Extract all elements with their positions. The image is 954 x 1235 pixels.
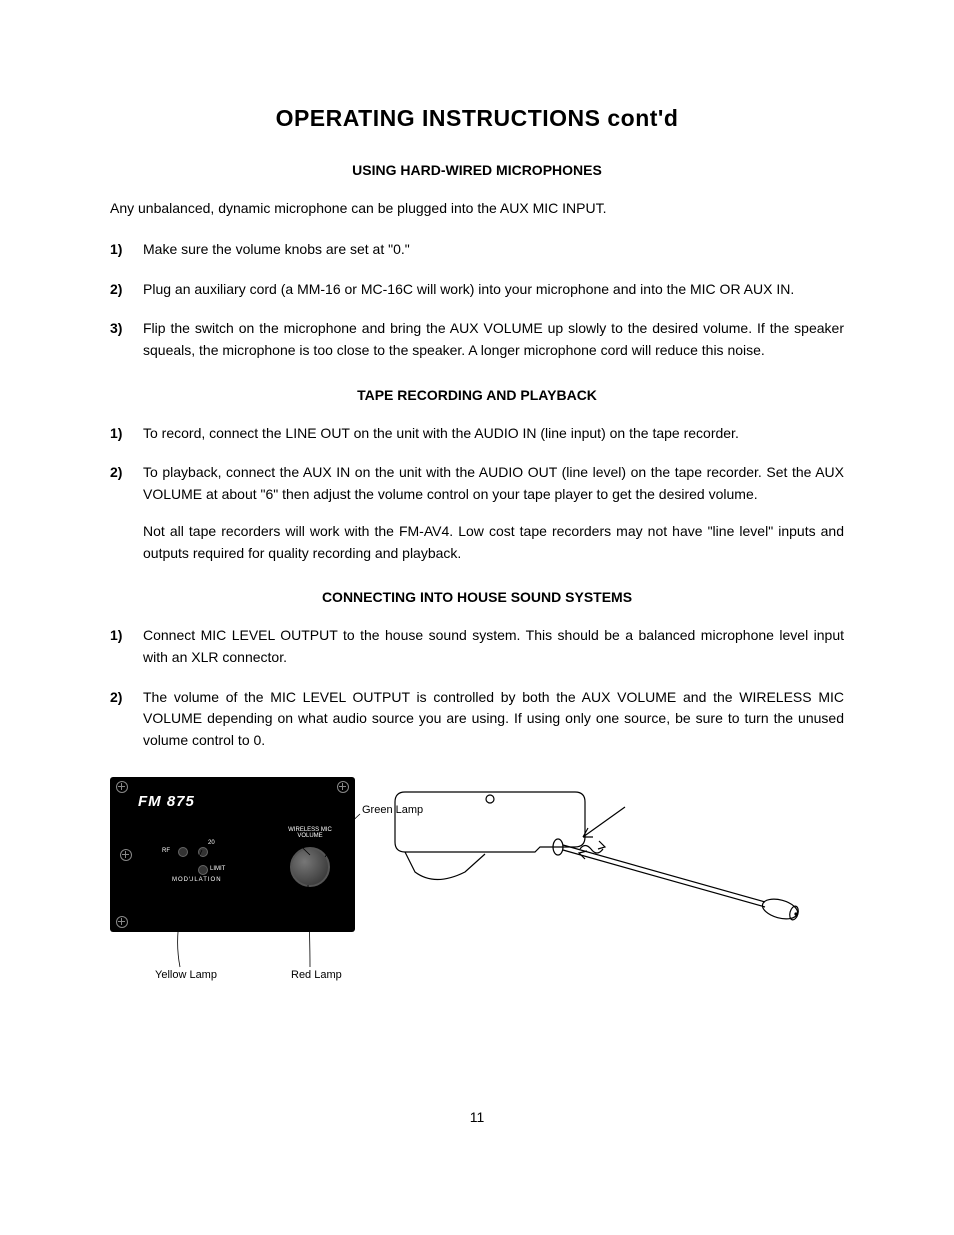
list-item: 2)Plug an auxiliary cord (a MM-16 or MC-… — [110, 279, 844, 301]
receiver-panel-group: FM 875 WIRELESS MIC VOLUME RF 20 LIMIT M… — [110, 777, 355, 952]
list-item: 2) To playback, connect the AUX IN on th… — [110, 462, 844, 564]
list-item: 1)Connect MIC LEVEL OUTPUT to the house … — [110, 625, 844, 668]
section-heading-house: CONNECTING INTO HOUSE SOUND SYSTEMS — [110, 589, 844, 605]
callout-red: Red Lamp — [291, 969, 342, 981]
led-icon — [198, 865, 208, 875]
model-label: FM 875 — [138, 793, 195, 810]
item-text: Connect MIC LEVEL OUTPUT to the house so… — [143, 625, 844, 668]
list-item: 1)To record, connect the LINE OUT on the… — [110, 423, 844, 445]
led-icon — [178, 847, 188, 857]
screw-icon — [116, 781, 128, 793]
page-number: 11 — [0, 1109, 954, 1125]
item-text: To record, connect the LINE OUT on the u… — [143, 423, 844, 445]
mic-list: 1)Make sure the volume knobs are set at … — [110, 239, 844, 362]
house-list: 1)Connect MIC LEVEL OUTPUT to the house … — [110, 625, 844, 751]
section-heading-tape: TAPE RECORDING AND PLAYBACK — [110, 387, 844, 403]
item-text: Flip the switch on the microphone and br… — [143, 318, 844, 361]
item-number: 2) — [110, 687, 143, 752]
screw-icon — [116, 916, 128, 928]
item-note: Not all tape recorders will work with th… — [143, 521, 844, 564]
led-label: RF — [162, 848, 170, 854]
diagram-row: FM 875 WIRELESS MIC VOLUME RF 20 LIMIT M… — [110, 777, 844, 952]
screw-icon — [120, 849, 132, 861]
item-number: 1) — [110, 423, 143, 445]
item-number: 1) — [110, 239, 143, 261]
item-number: 2) — [110, 462, 143, 564]
item-main: To playback, connect the AUX IN on the u… — [143, 464, 844, 502]
item-text: Plug an auxiliary cord (a MM-16 or MC-16… — [143, 279, 844, 301]
transmitter-diagram — [385, 777, 844, 952]
intro-text: Any unbalanced, dynamic microphone can b… — [110, 198, 844, 219]
knob-label: WIRELESS MIC VOLUME — [283, 827, 337, 840]
led-label: 20 — [208, 840, 215, 846]
led-label: LIMIT — [210, 866, 225, 872]
list-item: 2)The volume of the MIC LEVEL OUTPUT is … — [110, 687, 844, 752]
transmitter-icon — [385, 777, 815, 947]
item-number: 1) — [110, 625, 143, 668]
item-text: The volume of the MIC LEVEL OUTPUT is co… — [143, 687, 844, 752]
item-number: 2) — [110, 279, 143, 301]
callout-yellow: Yellow Lamp — [155, 969, 217, 981]
section-heading-mic: USING HARD-WIRED MICROPHONES — [110, 162, 844, 178]
receiver-panel: FM 875 WIRELESS MIC VOLUME RF 20 LIMIT M… — [110, 777, 355, 932]
item-text: To playback, connect the AUX IN on the u… — [143, 462, 844, 564]
list-item: 1)Make sure the volume knobs are set at … — [110, 239, 844, 261]
tape-list: 1)To record, connect the LINE OUT on the… — [110, 423, 844, 564]
led-label: MODULATION — [172, 877, 222, 883]
led-icon — [198, 847, 208, 857]
document-page: OPERATING INSTRUCTIONS cont'd USING HARD… — [0, 0, 954, 1235]
screw-icon — [337, 781, 349, 793]
item-number: 3) — [110, 318, 143, 361]
list-item: 3)Flip the switch on the microphone and … — [110, 318, 844, 361]
item-text: Make sure the volume knobs are set at "0… — [143, 239, 844, 261]
page-title: OPERATING INSTRUCTIONS cont'd — [110, 105, 844, 132]
volume-knob-icon — [290, 847, 330, 887]
